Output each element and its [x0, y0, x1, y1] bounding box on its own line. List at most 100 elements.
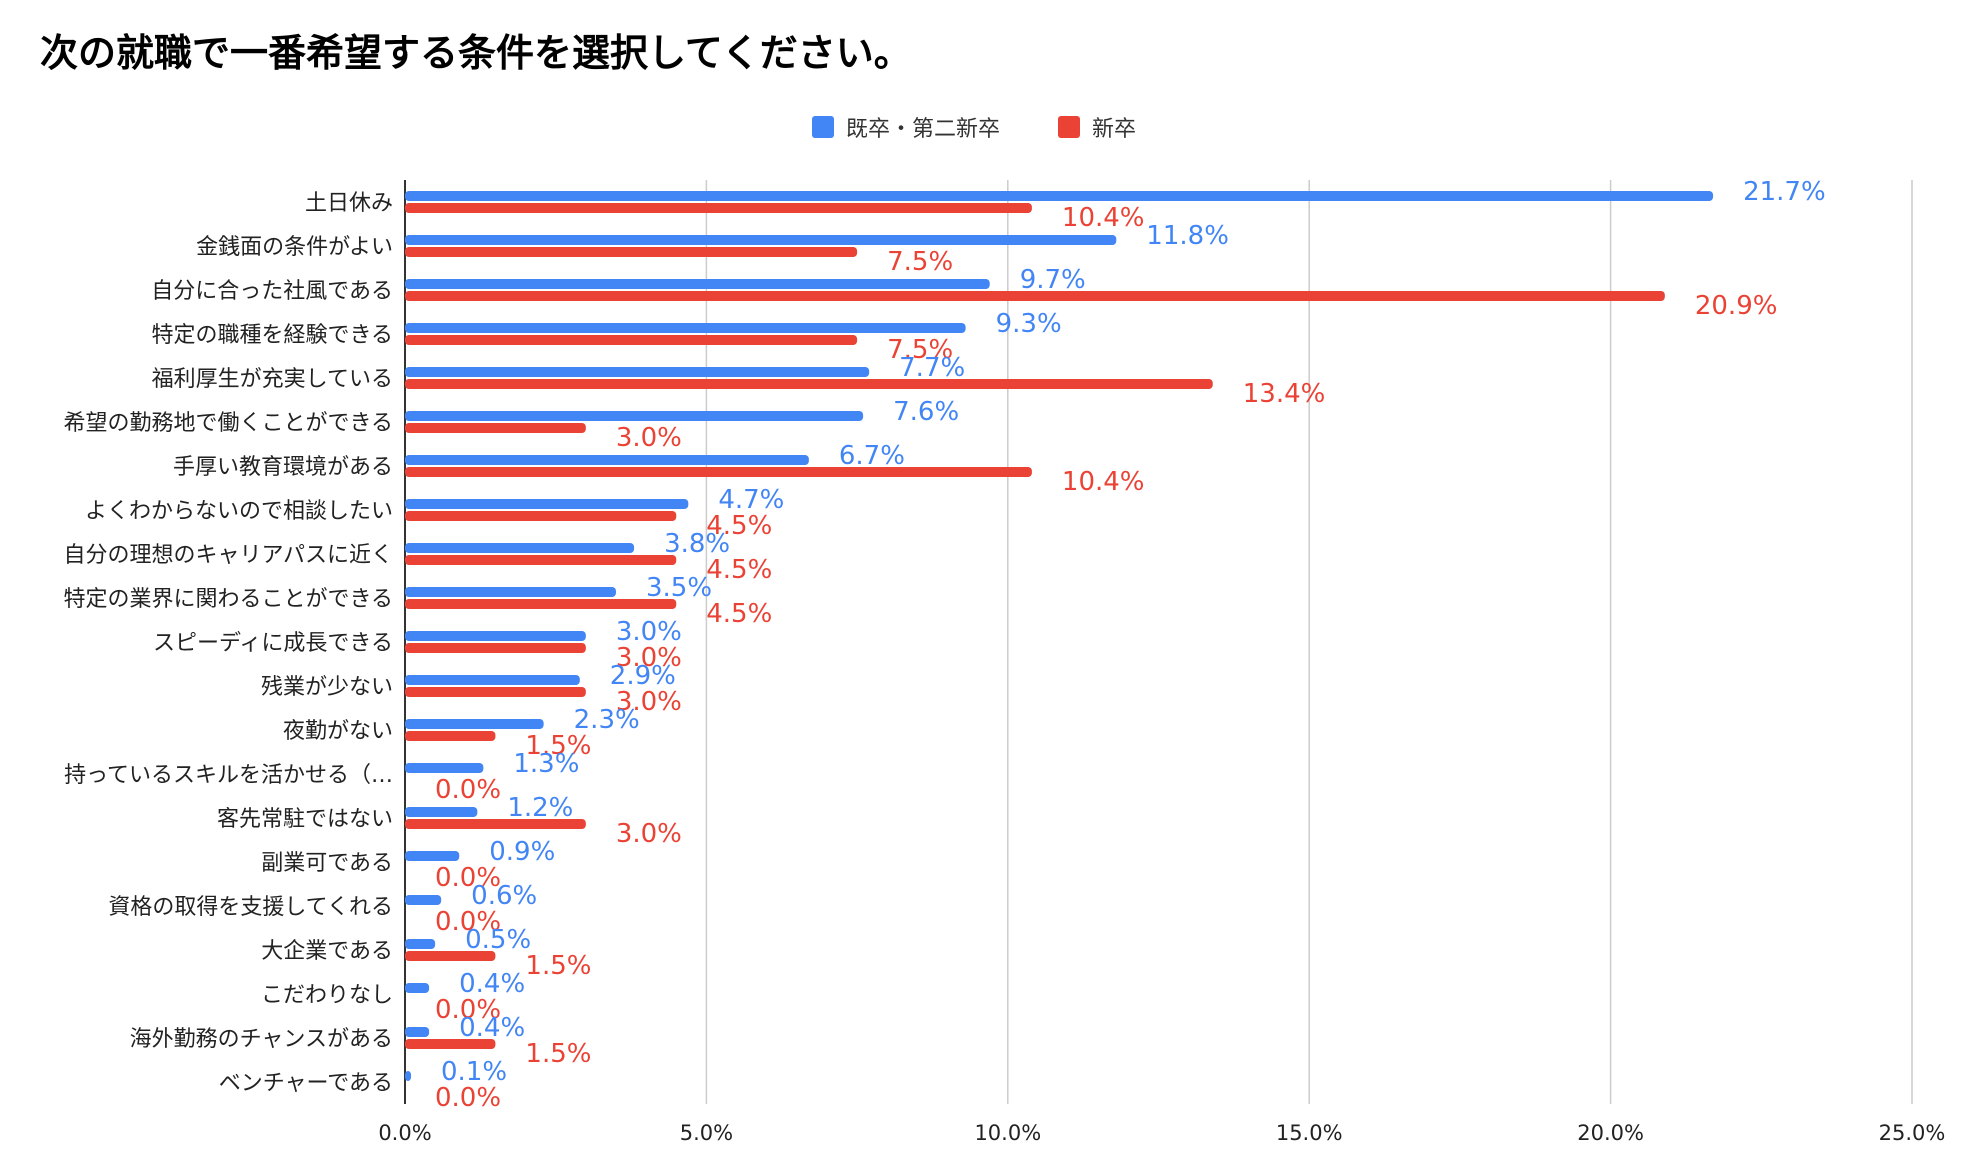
- data-label: 7.5%: [887, 247, 953, 277]
- category-label: 特定の業界に関わることができる: [63, 587, 393, 612]
- data-label: 11.8%: [1146, 221, 1229, 251]
- data-label: 6.7%: [839, 441, 905, 471]
- bar-series-2: [405, 731, 496, 741]
- data-label: 0.4%: [459, 969, 525, 999]
- bar-series-2: [405, 247, 858, 257]
- data-label: 3.0%: [616, 643, 682, 673]
- bar-series-1: [405, 455, 809, 465]
- data-label: 0.0%: [435, 1083, 501, 1113]
- bar-series-1: [405, 191, 1714, 201]
- bar-series-1: [405, 983, 430, 993]
- bar-series-2: [405, 511, 677, 521]
- data-label: 3.0%: [616, 423, 682, 453]
- bar-series-2: [405, 423, 586, 433]
- data-label: 9.7%: [1020, 265, 1086, 295]
- category-label: 残業が少ない: [261, 675, 393, 700]
- bar-series-1: [405, 763, 484, 773]
- bar-series-1: [405, 367, 870, 377]
- legend-swatch-blue: [812, 116, 834, 138]
- bar-series-1: [405, 851, 460, 861]
- data-label: 7.7%: [899, 353, 965, 383]
- x-tick-label: 25.0%: [1879, 1121, 1946, 1145]
- category-label: こだわりなし: [261, 983, 393, 1008]
- bar-series-2: [405, 379, 1213, 389]
- x-tick-label: 10.0%: [974, 1121, 1041, 1145]
- data-label: 2.3%: [574, 705, 640, 735]
- legend-label-series-1: 既卒・第二新卒: [846, 117, 1001, 142]
- bar-series-1: [405, 719, 544, 729]
- data-label: 10.4%: [1062, 467, 1145, 497]
- bar-series-2: [405, 467, 1032, 477]
- bar-series-2: [405, 203, 1032, 213]
- bar-series-2: [405, 555, 677, 565]
- bar-series-1: [405, 235, 1117, 245]
- data-label: 4.7%: [718, 485, 784, 515]
- category-label: よくわからないので相談したい: [85, 499, 393, 524]
- data-label: 3.0%: [616, 687, 682, 717]
- data-label: 2.9%: [610, 661, 676, 691]
- legend-item-series-2: 新卒: [1058, 110, 1136, 144]
- bar-series-1: [405, 939, 436, 949]
- category-label: ベンチャーである: [219, 1071, 393, 1096]
- bar-series-1: [405, 543, 635, 553]
- x-tick-label: 0.0%: [378, 1121, 431, 1145]
- legend: 既卒・第二新卒 新卒: [0, 110, 1962, 144]
- category-label: 海外勤務のチャンスがある: [130, 1027, 393, 1052]
- category-label: スピーディに成長できる: [153, 631, 393, 656]
- data-label: 0.0%: [435, 995, 501, 1025]
- category-label: 特定の職種を経験できる: [151, 323, 393, 348]
- data-label: 1.5%: [525, 951, 591, 981]
- data-label: 21.7%: [1743, 177, 1826, 207]
- chart-title: 次の就職で一番希望する条件を選択してください。: [40, 31, 912, 75]
- data-label: 0.6%: [471, 881, 537, 911]
- legend-label-series-2: 新卒: [1092, 117, 1137, 142]
- x-tick-label: 20.0%: [1577, 1121, 1644, 1145]
- bar-series-2: [405, 819, 586, 829]
- data-label: 4.5%: [706, 555, 772, 585]
- bar-series-1: [405, 279, 990, 289]
- data-label: 3.5%: [646, 573, 712, 603]
- data-label: 0.0%: [435, 863, 501, 893]
- x-tick-label: 15.0%: [1276, 1121, 1343, 1145]
- data-label: 13.4%: [1243, 379, 1326, 409]
- bar-series-1: [405, 587, 616, 597]
- bar-series-2: [405, 1039, 496, 1049]
- category-label: 副業可である: [261, 851, 393, 876]
- legend-swatch-red: [1058, 116, 1080, 138]
- bar-series-1: [405, 323, 966, 333]
- legend-item-series-1: 既卒・第二新卒: [812, 110, 1000, 144]
- bar-series-1: [405, 895, 442, 905]
- category-label: 福利厚生が充実している: [152, 367, 393, 392]
- data-label: 3.8%: [664, 529, 730, 559]
- data-label: 0.0%: [435, 907, 501, 937]
- category-label: 金銭面の条件がよい: [196, 235, 393, 260]
- bar-series-2: [405, 951, 496, 961]
- bar-series-2: [405, 687, 586, 697]
- data-label: 1.5%: [525, 1039, 591, 1069]
- category-label: 手厚い教育環境がある: [173, 455, 393, 480]
- category-label: 自分の理想のキャリアパスに近く: [63, 543, 393, 568]
- category-label: 希望の勤務地で働くことができる: [63, 411, 393, 436]
- data-label: 7.6%: [893, 397, 959, 427]
- category-label: 持っているスキルを活かせる（…: [64, 763, 393, 788]
- data-label: 0.1%: [441, 1057, 507, 1087]
- bar-series-1: [405, 499, 689, 509]
- bar-series-1: [405, 807, 478, 817]
- category-label: 客先常駐ではない: [217, 807, 393, 832]
- category-label: 土日休み: [305, 191, 393, 216]
- x-tick-label: 5.0%: [680, 1121, 733, 1145]
- bar-series-2: [405, 291, 1665, 301]
- bar-series-2: [405, 643, 586, 653]
- data-label: 1.3%: [513, 749, 579, 779]
- data-label: 4.5%: [706, 599, 772, 629]
- data-label: 0.4%: [459, 1013, 525, 1043]
- data-label: 3.0%: [616, 617, 682, 647]
- bar-series-1: [405, 631, 586, 641]
- data-label: 1.5%: [525, 731, 591, 761]
- bar-series-1: [405, 1071, 412, 1081]
- data-label: 0.9%: [489, 837, 555, 867]
- bar-series-1: [405, 675, 580, 685]
- data-label: 4.5%: [706, 511, 772, 541]
- category-label: 資格の取得を支援してくれる: [108, 895, 393, 920]
